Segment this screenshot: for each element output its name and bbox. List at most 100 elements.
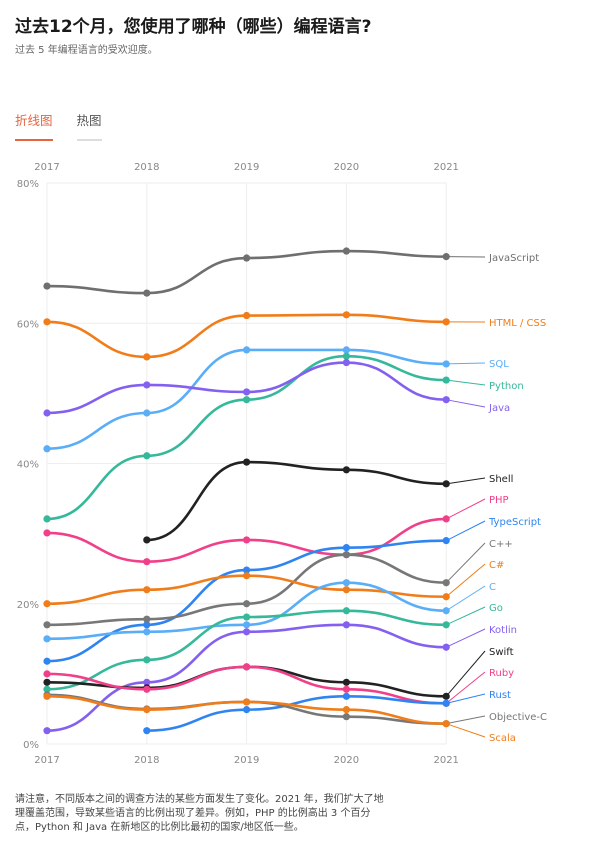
series-line-c- — [45, 553, 448, 627]
data-point — [43, 692, 51, 700]
data-point — [342, 247, 350, 255]
data-point — [342, 713, 350, 721]
data-point — [342, 692, 350, 700]
data-point — [143, 706, 151, 714]
data-point — [43, 685, 51, 693]
series-label: TypeScript — [488, 517, 541, 528]
data-point — [243, 613, 251, 621]
footnote: 请注意，不同版本之间的调查方法的某些方面发生了变化。2021 年，我们扩大了地理… — [15, 794, 384, 833]
series-label: Scala — [489, 733, 516, 744]
label-leader-line — [445, 671, 486, 704]
data-point — [342, 678, 350, 686]
data-point — [243, 396, 251, 404]
series-line-shell — [145, 460, 448, 542]
data-point — [243, 536, 251, 544]
data-point — [143, 678, 151, 686]
data-point — [143, 621, 151, 629]
data-point — [243, 600, 251, 608]
data-point — [342, 346, 350, 354]
label-leader-line — [446, 477, 486, 485]
data-point — [243, 628, 251, 636]
x-tick-label-bottom: 2021 — [433, 755, 458, 766]
page-title: 过去12个月，您使用了哪种（哪些）编程语言? — [15, 17, 372, 37]
data-point — [143, 685, 151, 693]
line-chart: 2017 2017 2018 2018 2019 2019 2020 2020 2021 2021… — [17, 162, 547, 766]
series-line-sql — [45, 348, 448, 451]
data-point — [243, 621, 251, 629]
label-leader-line — [445, 585, 486, 612]
data-point — [342, 706, 350, 714]
tab-heatmap[interactable]: 热图 — [76, 110, 102, 141]
data-point — [342, 579, 350, 587]
x-tick-label-top: 2021 — [433, 162, 458, 173]
label-leader-line — [445, 520, 486, 542]
y-tick-label: 40% — [17, 460, 39, 471]
data-point — [342, 551, 350, 559]
data-point — [43, 727, 51, 735]
data-point — [342, 352, 350, 360]
series-label: C — [489, 582, 496, 593]
y-tick-label: 0% — [23, 740, 39, 751]
data-point — [43, 282, 51, 290]
series-label: C++ — [489, 539, 513, 550]
data-point — [143, 586, 151, 594]
series-label: Go — [489, 603, 503, 614]
data-point — [143, 656, 151, 664]
x-tick-label-bottom: 2019 — [234, 755, 259, 766]
tab-line-chart[interactable]: 折线图 — [15, 110, 53, 141]
data-point — [342, 358, 350, 367]
data-point — [143, 536, 151, 544]
label-leader-line — [445, 542, 486, 584]
data-point — [143, 558, 151, 566]
data-point — [243, 706, 251, 714]
data-point — [243, 458, 251, 466]
data-point — [342, 466, 350, 474]
series-line-kotlin — [45, 623, 448, 732]
data-point — [143, 289, 151, 297]
data-point — [143, 452, 151, 460]
data-point — [442, 643, 450, 651]
label-leader-line — [446, 362, 486, 365]
data-point — [342, 311, 350, 319]
data-point — [143, 409, 151, 417]
label-leader-line — [445, 606, 486, 626]
series-label: Shell — [489, 474, 513, 485]
label-leader-line — [445, 650, 486, 697]
series-label: Objective-C — [489, 712, 547, 723]
data-point — [342, 685, 350, 693]
series-line-rust — [145, 695, 448, 732]
series-label: Ruby — [489, 668, 514, 679]
label-leader-line — [446, 693, 486, 704]
data-point — [43, 515, 51, 523]
data-point — [43, 678, 51, 686]
series-label: HTML / CSS — [489, 318, 546, 329]
label-leader-line — [446, 723, 486, 738]
label-leader-line — [445, 628, 486, 648]
y-tick-label: 20% — [17, 600, 39, 611]
series-label: PHP — [489, 495, 509, 506]
data-point — [43, 657, 51, 665]
data-point — [243, 254, 251, 262]
data-point — [43, 445, 51, 453]
x-tick-label-bottom: 2017 — [34, 755, 59, 766]
data-point — [342, 621, 350, 629]
data-point — [143, 381, 151, 389]
label-leader-line — [446, 379, 486, 386]
label-leader-line — [446, 399, 486, 408]
data-point — [342, 544, 350, 552]
data-point — [43, 621, 51, 629]
data-point — [342, 607, 350, 615]
label-leader-line — [445, 498, 486, 520]
data-point — [442, 376, 450, 384]
data-point — [43, 318, 51, 326]
x-tick-label-top: 2017 — [34, 162, 59, 173]
series-label: Java — [488, 403, 510, 414]
series-label: Python — [489, 381, 524, 392]
data-point — [243, 566, 251, 574]
data-point — [43, 529, 51, 537]
x-tick-label-top: 2020 — [334, 162, 359, 173]
data-point — [243, 663, 251, 671]
data-point — [43, 409, 51, 417]
label-leader-line — [446, 715, 486, 725]
data-point — [43, 635, 51, 643]
